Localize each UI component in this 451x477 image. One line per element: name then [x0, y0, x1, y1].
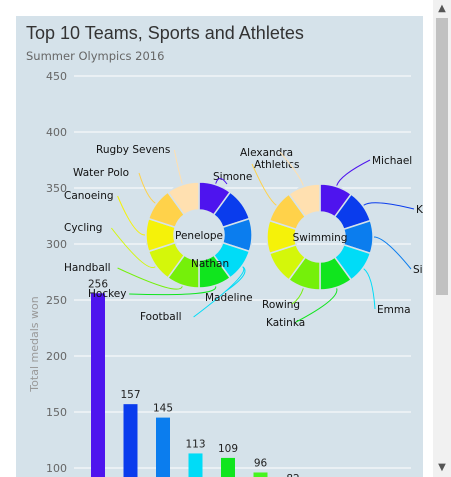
donut-slice-label: Alexandra — [240, 147, 293, 159]
bar[interactable] — [123, 404, 138, 477]
donut-slice-label: Michael — [372, 155, 412, 167]
bar-value-label: 113 — [185, 438, 205, 450]
bar-value-label: 109 — [218, 443, 238, 455]
y-tick-label: 100 — [46, 462, 67, 475]
label-connector — [363, 202, 415, 210]
label-connector — [295, 288, 338, 323]
donut-slice-label: Madeline — [205, 292, 253, 304]
chart-title: Top 10 Teams, Sports and Athletes — [26, 23, 304, 43]
donut-slice-label: K — [416, 204, 423, 216]
donut-slice-label: Cycling — [64, 222, 102, 234]
label-connector — [279, 151, 304, 186]
label-connector — [138, 172, 156, 204]
y-tick-label: 200 — [46, 350, 67, 363]
y-axis-label: Total medals won — [28, 296, 41, 392]
donut-center-label: Penelope — [175, 230, 223, 242]
chart-svg: Top 10 Teams, Sports and Athletes Summer… — [26, 23, 423, 477]
bar-value-label: 256 — [88, 278, 108, 290]
scroll-up-arrow-icon[interactable]: ▲ — [438, 3, 446, 14]
label-connector — [291, 288, 304, 305]
label-connector — [215, 178, 228, 185]
donut-slice-label: Rowing — [262, 299, 300, 311]
y-tick-label: 350 — [46, 182, 67, 195]
bar-value-label: 157 — [120, 389, 140, 401]
label-connector — [173, 149, 183, 184]
chart-panel: Top 10 Teams, Sports and Athletes Summer… — [16, 16, 423, 477]
y-tick-label: 450 — [46, 70, 67, 83]
donut-slice-label: Handball — [64, 262, 111, 274]
label-connector — [225, 266, 246, 292]
y-tick-label: 400 — [46, 126, 67, 139]
donut-layer: Penelope Swimming Rugby Sevens Water Polo Ca… — [64, 144, 423, 329]
label-connector — [373, 236, 412, 270]
y-tick-label: 250 — [46, 294, 67, 307]
label-connector — [111, 227, 156, 269]
scroll-down-arrow-icon[interactable]: ▼ — [438, 462, 446, 473]
bar-value-label: 145 — [153, 403, 173, 415]
donut-slice-label: Water Polo — [73, 167, 129, 179]
y-tick-label: 300 — [46, 238, 67, 251]
label-connector — [336, 159, 371, 186]
label-connector — [129, 286, 217, 296]
donut-slice-label: Si — [413, 264, 423, 276]
donut-center-label: Swimming — [293, 232, 348, 244]
label-connector — [251, 163, 277, 206]
donut-slice-label: Hockey — [88, 288, 126, 300]
bar-layer: 256 157 145 113 109 96 82 — [88, 278, 300, 477]
donut-slice[interactable] — [166, 181, 200, 216]
bar-value-label: 96 — [254, 457, 268, 469]
bar[interactable] — [221, 457, 235, 477]
donut-slice-label: Katinka — [266, 317, 305, 329]
bar[interactable] — [253, 472, 268, 477]
donut-slice-label: Nathan — [191, 258, 229, 270]
bar[interactable] — [91, 293, 105, 477]
label-connector — [363, 268, 376, 310]
label-connector — [117, 267, 183, 290]
donut-slice-label: Athletics — [254, 159, 299, 171]
donut-slice-label: Football — [140, 311, 182, 323]
vertical-scrollbar[interactable]: ▲ ▼ — [433, 0, 451, 477]
bar[interactable] — [188, 453, 203, 477]
donut-slice[interactable] — [287, 183, 321, 218]
donut-slice-label: Emma — [377, 304, 411, 316]
bar[interactable] — [156, 417, 170, 477]
scrollbar-thumb[interactable] — [436, 18, 448, 295]
donut-slice-label: Canoeing — [64, 190, 114, 202]
label-connector — [117, 195, 146, 236]
bar-value-label: 82 — [286, 473, 299, 477]
donut-slice-label: Rugby Sevens — [96, 144, 170, 156]
donut-slice-label: Simone — [213, 171, 252, 183]
chart-subtitle: Summer Olympics 2016 — [26, 49, 164, 63]
y-tick-label: 150 — [46, 406, 67, 419]
